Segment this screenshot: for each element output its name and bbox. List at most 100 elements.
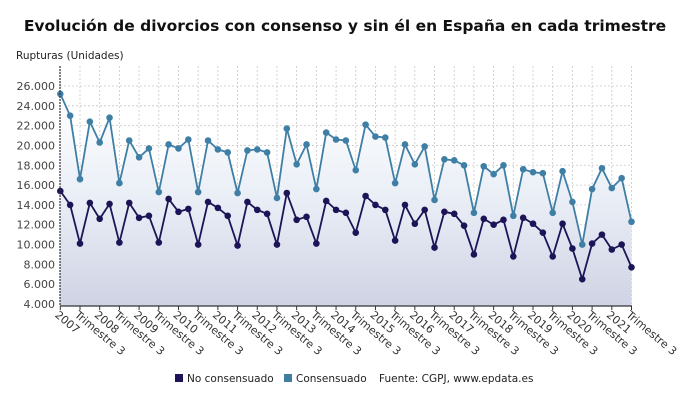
data-point-no-consensuado: [303, 213, 310, 221]
data-point-no-consensuado: [234, 242, 241, 249]
data-point-consensuado: [460, 161, 468, 169]
data-point-no-consensuado: [529, 220, 537, 228]
data-point-no-consensuado: [313, 240, 320, 247]
y-tick-label: 18.000: [17, 159, 56, 172]
data-point-consensuado: [273, 194, 281, 202]
data-point-consensuado: [175, 145, 182, 152]
data-point-consensuado: [224, 149, 232, 156]
data-point-no-consensuado: [588, 240, 596, 247]
data-point-no-consensuado: [253, 206, 261, 214]
data-point-consensuado: [214, 146, 222, 153]
data-point-consensuado: [500, 161, 507, 169]
data-point-consensuado: [185, 136, 192, 143]
data-point-consensuado: [490, 170, 497, 178]
data-point-consensuado: [578, 241, 586, 248]
data-point-consensuado: [559, 167, 566, 175]
data-point-no-consensuado: [185, 205, 192, 213]
data-point-consensuado: [510, 212, 517, 220]
data-point-consensuado: [194, 188, 202, 196]
data-point-no-consensuado: [106, 200, 113, 208]
data-point-consensuado: [362, 121, 369, 128]
data-point-no-consensuado: [441, 208, 448, 216]
y-tick-label: 26.000: [17, 80, 56, 93]
data-point-consensuado: [529, 168, 537, 176]
chart-title: Evolución de divorcios con consenso y si…: [24, 17, 666, 35]
data-point-no-consensuado: [559, 220, 566, 228]
y-axis-label: Rupturas (Unidades): [16, 50, 124, 62]
data-point-no-consensuado: [194, 241, 202, 248]
data-point-consensuado: [253, 146, 261, 153]
data-point-no-consensuado: [490, 221, 497, 229]
data-point-no-consensuado: [283, 189, 291, 197]
y-tick-label: 22.000: [17, 120, 56, 133]
data-point-consensuado: [480, 162, 488, 170]
data-point-no-consensuado: [76, 240, 84, 247]
data-point-no-consensuado: [145, 212, 153, 220]
data-point-consensuado: [263, 149, 271, 156]
data-point-no-consensuado: [342, 209, 350, 217]
y-tick-label: 10.000: [17, 239, 56, 252]
data-point-consensuado: [441, 156, 448, 163]
data-point-no-consensuado: [431, 244, 438, 251]
data-point-no-consensuado: [401, 201, 409, 209]
data-point-no-consensuado: [96, 215, 103, 223]
area-fill: [60, 93, 632, 306]
data-point-consensuado: [470, 209, 478, 217]
data-point-consensuado: [342, 137, 350, 144]
data-point-no-consensuado: [263, 210, 271, 218]
data-point-consensuado: [106, 114, 113, 122]
data-point-consensuado: [76, 175, 84, 183]
data-point-no-consensuado: [421, 206, 428, 214]
data-point-no-consensuado: [204, 198, 212, 206]
data-point-consensuado: [519, 165, 527, 173]
data-point-consensuado: [431, 196, 438, 204]
data-point-no-consensuado: [480, 215, 488, 223]
data-point-consensuado: [145, 145, 153, 152]
data-point-no-consensuado: [460, 222, 468, 230]
data-point-no-consensuado: [391, 237, 399, 244]
data-point-no-consensuado: [125, 199, 133, 207]
data-point-no-consensuado: [273, 241, 281, 248]
data-point-consensuado: [450, 157, 458, 164]
y-tick-label: 24.000: [17, 100, 56, 113]
data-point-no-consensuado: [500, 216, 507, 224]
legend-label-consensuado: Consensuado: [296, 373, 367, 385]
data-point-consensuado: [332, 136, 340, 143]
data-point-consensuado: [135, 154, 143, 161]
data-point-consensuado: [381, 134, 389, 141]
data-point-no-consensuado: [628, 264, 635, 271]
data-point-consensuado: [569, 198, 576, 206]
data-point-no-consensuado: [362, 192, 369, 200]
source-note: Fuente: CGPJ, www.epdata.es: [379, 373, 533, 385]
data-point-no-consensuado: [381, 206, 389, 214]
data-point-consensuado: [372, 133, 379, 140]
data-point-no-consensuado: [549, 253, 557, 260]
data-point-consensuado: [391, 179, 399, 187]
data-point-no-consensuado: [214, 204, 222, 212]
data-point-consensuado: [303, 141, 310, 148]
data-point-consensuado: [234, 189, 241, 197]
data-point-no-consensuado: [175, 208, 182, 216]
legend: No consensuado Consensuado Fuente: CGPJ,…: [175, 373, 533, 385]
data-point-consensuado: [401, 141, 409, 148]
data-point-no-consensuado: [450, 210, 458, 218]
data-point-consensuado: [352, 166, 360, 174]
data-point-consensuado: [125, 137, 133, 144]
data-point-consensuado: [598, 164, 606, 172]
data-point-consensuado: [539, 169, 547, 177]
data-point-consensuado: [608, 184, 616, 192]
data-point-no-consensuado: [135, 214, 143, 222]
data-point-consensuado: [411, 160, 419, 168]
data-point-no-consensuado: [86, 199, 94, 207]
data-point-no-consensuado: [352, 229, 360, 236]
data-point-no-consensuado: [470, 251, 478, 258]
data-point-consensuado: [116, 179, 123, 187]
data-point-no-consensuado: [322, 197, 330, 205]
data-point-no-consensuado: [578, 275, 586, 283]
data-point-no-consensuado: [116, 239, 123, 246]
data-point-consensuado: [66, 112, 74, 120]
y-tick-label: 14.000: [17, 199, 56, 212]
data-point-no-consensuado: [510, 253, 517, 260]
